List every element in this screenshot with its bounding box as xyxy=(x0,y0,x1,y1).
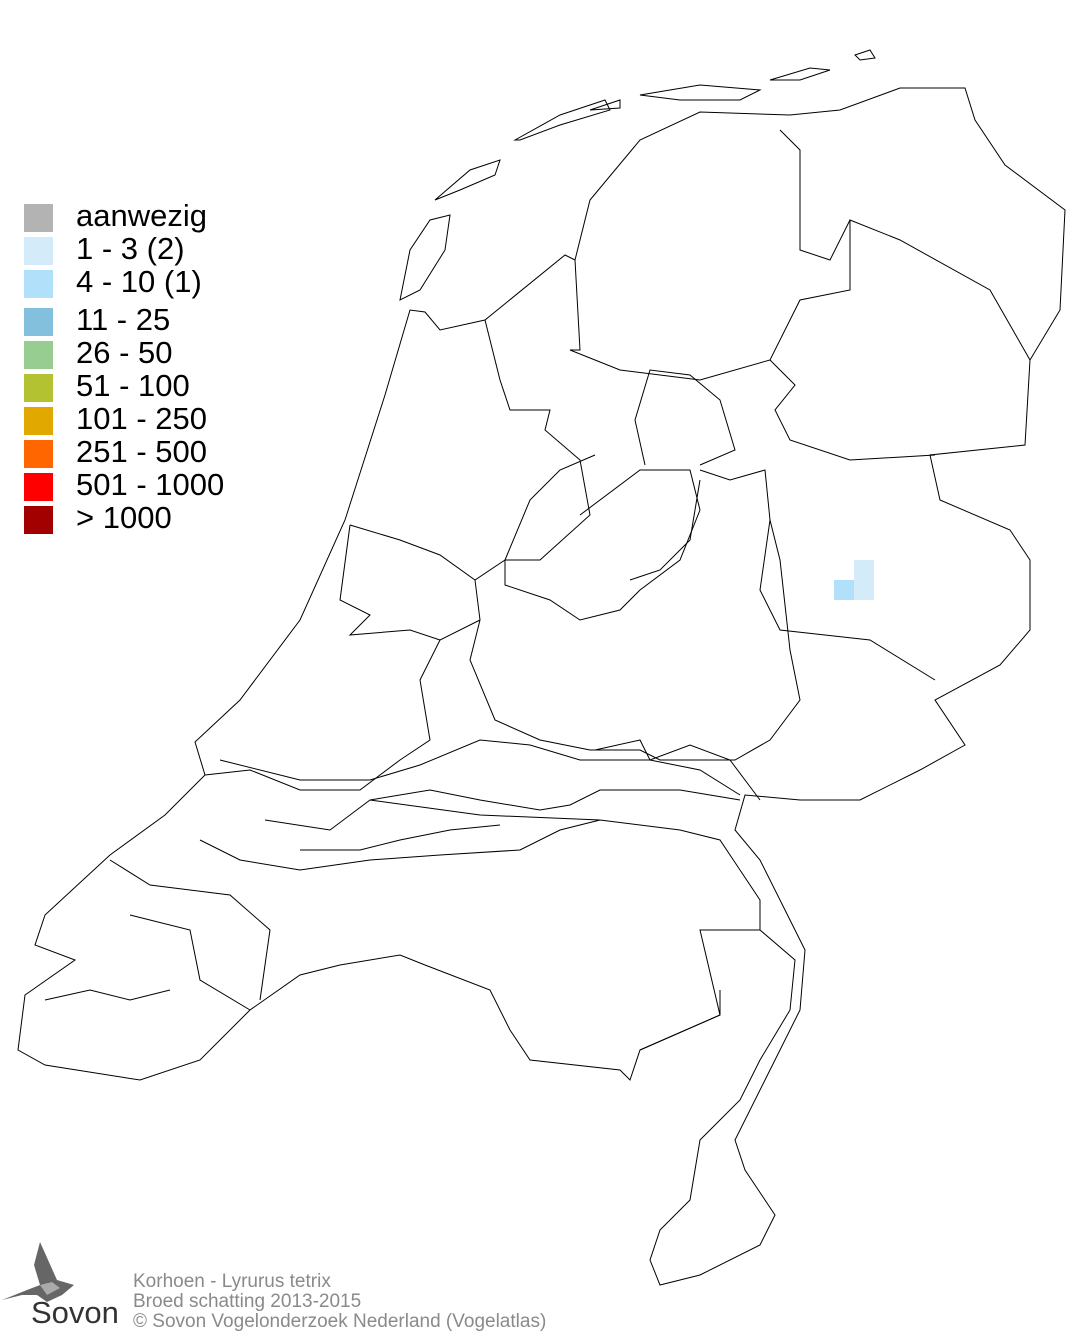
wadden-islands xyxy=(399,49,876,301)
legend-label: 11 - 25 xyxy=(76,302,171,337)
map-caption: Korhoen - Lyrurus tetrix Broed schatting… xyxy=(133,1272,546,1332)
legend-swatch xyxy=(24,237,53,265)
legend-swatch xyxy=(24,374,53,402)
flevoland xyxy=(504,369,736,621)
subtitle: Broed schatting 2013-2015 xyxy=(133,1291,362,1312)
legend-label: > 1000 xyxy=(76,500,172,535)
legend-label: 501 - 1000 xyxy=(76,467,225,502)
map-cell-4-10 xyxy=(834,580,854,600)
legend-swatch xyxy=(24,440,53,468)
legend-label: 1 - 3 (2) xyxy=(76,231,185,266)
country-outline xyxy=(17,87,1066,1286)
legend-swatch xyxy=(24,270,53,298)
legend-label: 101 - 250 xyxy=(76,401,207,436)
legend-label: 4 - 10 (1) xyxy=(76,264,202,299)
legend-swatch xyxy=(24,473,53,501)
rivers xyxy=(219,454,741,851)
copyright: © Sovon Vogelonderzoek Nederland (Vogela… xyxy=(133,1311,547,1332)
legend-swatch xyxy=(24,506,53,534)
legend-swatch xyxy=(24,407,53,435)
legend-label: aanwezig xyxy=(76,198,207,233)
legend-label: 26 - 50 xyxy=(76,335,173,370)
ijsselmeer-shore xyxy=(349,319,591,581)
legend-label: 251 - 500 xyxy=(76,434,207,469)
legend-swatch xyxy=(24,204,53,232)
legend-swatch xyxy=(24,308,53,336)
legend-swatch xyxy=(24,341,53,369)
sovon-swallow-logo xyxy=(2,1242,74,1302)
map-cell-1-3 xyxy=(854,560,874,600)
legend-label: 51 - 100 xyxy=(76,368,190,403)
sovon-logo-text: Sovon xyxy=(31,1295,119,1330)
province-borders xyxy=(44,129,1031,1051)
species-name: Korhoen - Lyrurus tetrix xyxy=(133,1271,331,1292)
